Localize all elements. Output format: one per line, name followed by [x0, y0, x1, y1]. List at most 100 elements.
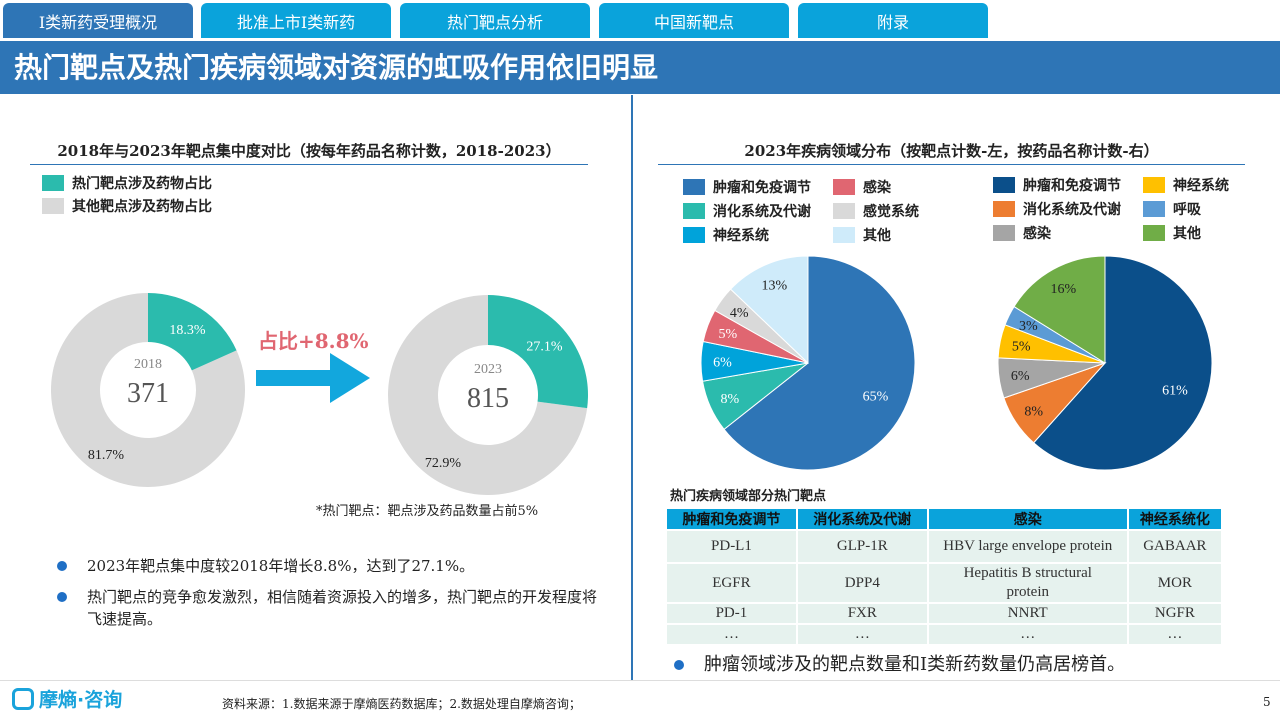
- pie-legend-item: 呼吸: [1143, 199, 1201, 219]
- left-subtitle: 2018年与2023年靶点集中度对比（按每年药品名称计数，2018-2023）: [30, 140, 588, 165]
- arrow-right-icon: [256, 353, 370, 403]
- donut-hot-label: 27.1%: [526, 340, 563, 355]
- legend-label: 其他靶点涉及药物占比: [72, 199, 212, 215]
- col-header: 神经系统化: [1126, 507, 1224, 531]
- col-header: 肿瘤和免疫调节: [665, 507, 798, 531]
- footer-line: [0, 680, 1280, 681]
- legend-swatch: [993, 225, 1015, 241]
- source-note: 资料来源：1.数据来源于摩熵医药数据库；2.数据处理自摩熵咨询；: [222, 697, 581, 711]
- cell: …: [665, 623, 798, 646]
- pie-legend-item: 神经系统: [683, 225, 769, 245]
- pie-legend-item: 消化系统及代谢: [993, 199, 1121, 219]
- tab-hot-targets[interactable]: 热门靶点分析: [400, 3, 590, 38]
- pie-label: 8%: [721, 392, 740, 407]
- donut-hot-segment: [148, 293, 237, 371]
- legend-swatch: [833, 179, 855, 195]
- arrow-label: 占比+8.8%: [258, 329, 369, 353]
- cell: GABAAR: [1126, 529, 1224, 564]
- pie-slice: [723, 255, 916, 471]
- legend-label: 其他: [863, 228, 891, 244]
- legend-swatch: [993, 201, 1015, 217]
- legend-swatch: [833, 227, 855, 243]
- pie-legend-item: 肿瘤和免疫调节: [993, 175, 1121, 195]
- bullet-right: 肿瘤领域涉及的靶点数量和I类新药数量仍高居榜首。: [672, 654, 1232, 676]
- pie-legend-item: 消化系统及代谢: [683, 201, 811, 221]
- donut-count: 815: [467, 383, 509, 414]
- donut-other-segment: [50, 293, 245, 487]
- bullet-1: 2023年靶点集中度较2018年增长8.8%，达到了27.1%。: [55, 555, 605, 577]
- table-row: EGFR DPP4 Hepatitis B structural protein MO…: [665, 562, 1224, 604]
- donut-other-label: 81.7%: [88, 448, 125, 463]
- page-title: 热门靶点及热门疾病领域对资源的虹吸作用依旧明显: [0, 41, 1280, 94]
- pie-label: 65%: [863, 390, 889, 405]
- cell: EGFR: [665, 562, 798, 604]
- col-header: 消化系统及代谢: [795, 507, 929, 531]
- cell: PD-1: [665, 602, 798, 625]
- col-header: 感染: [926, 507, 1129, 531]
- legend-swatch: [1143, 225, 1165, 241]
- legend-label: 肿瘤和免疫调节: [713, 180, 811, 196]
- pie-legend-item: 神经系统: [1143, 175, 1229, 195]
- legend-label: 感觉系统: [863, 204, 919, 220]
- cell: …: [1126, 623, 1224, 646]
- donut-other-segment: [387, 295, 588, 495]
- legend-label: 神经系统: [713, 228, 769, 244]
- legend-swatch: [42, 198, 64, 214]
- pie-label: 5%: [718, 327, 737, 342]
- tab-approved[interactable]: 批准上市I类新药: [201, 3, 391, 38]
- cell: FXR: [795, 602, 929, 625]
- cell: …: [795, 623, 929, 646]
- legend-label: 呼吸: [1173, 202, 1201, 218]
- cell: PD-L1: [665, 529, 798, 564]
- legend-swatch: [1143, 177, 1165, 193]
- logo: 摩熵·咨询: [12, 685, 122, 712]
- table-row: PD-1 FXR NNRT NGFR: [665, 602, 1224, 625]
- cell: Hepatitis B structural protein: [926, 562, 1129, 604]
- donut-count: 371: [127, 378, 169, 409]
- hot-targets-table: 肿瘤和免疫调节 消化系统及代谢 感染 神经系统化 PD-L1 GLP-1R HBV lar…: [665, 507, 1224, 646]
- pie-label: 13%: [761, 278, 787, 293]
- legend-label: 其他: [1173, 226, 1201, 242]
- tab-overview[interactable]: I类新药受理概况: [3, 3, 193, 38]
- pie-label: 3%: [1019, 319, 1038, 334]
- donut-hot-label: 18.3%: [169, 323, 206, 338]
- legend-hot: 热门靶点涉及药物占比: [42, 173, 212, 193]
- cell: DPP4: [795, 562, 929, 604]
- right-subtitle: 2023年疾病领域分布（按靶点计数-左，按药品名称计数-右）: [658, 140, 1245, 165]
- table-title: 热门疾病领域部分热门靶点: [670, 489, 827, 504]
- tab-appendix[interactable]: 附录: [798, 3, 988, 38]
- pie-legend-item: 感染: [833, 177, 891, 197]
- bullet-2: 热门靶点的竞争愈发激烈，相信随着资源投入的增多，热门靶点的开发程度将飞速提高。: [55, 586, 605, 630]
- pie-slice: [1013, 255, 1106, 364]
- page-number: 5: [1263, 695, 1271, 709]
- donut-year: 2023: [474, 362, 502, 377]
- legend-swatch: [683, 179, 705, 195]
- legend-label: 感染: [1023, 226, 1051, 242]
- pie-charts: 65% 8% 6% 5% 4% 13% 61% 8% 6% 5% 3% 16%: [700, 255, 1213, 471]
- pie-legend-item: 其他: [1143, 223, 1201, 243]
- pie-slice: [729, 255, 809, 365]
- cell: MOR: [1126, 562, 1224, 604]
- pie-label: 5%: [1012, 339, 1031, 354]
- legend-swatch: [993, 177, 1015, 193]
- pie-legend-item: 肿瘤和免疫调节: [683, 177, 811, 197]
- cell: GLP-1R: [795, 529, 929, 564]
- pie-legend-item: 其他: [833, 225, 891, 245]
- pie-legend-item: 感染: [993, 223, 1051, 243]
- legend-label: 肿瘤和免疫调节: [1023, 178, 1121, 194]
- table-row: PD-L1 GLP-1R HBV large envelope protein GAB…: [665, 529, 1224, 564]
- cell: HBV large envelope protein: [926, 529, 1129, 564]
- donut-hot-segment: [488, 295, 588, 409]
- legend-swatch: [683, 227, 705, 243]
- tab-china-targets[interactable]: 中国新靶点: [599, 3, 789, 38]
- legend-label: 消化系统及代谢: [1023, 202, 1121, 218]
- pie-slice: [1032, 255, 1213, 471]
- donut-other-label: 72.9%: [425, 456, 462, 471]
- table-row: …………: [665, 623, 1224, 646]
- pie-label: 4%: [730, 306, 749, 321]
- pie-label: 16%: [1051, 282, 1077, 297]
- cell: NGFR: [1126, 602, 1224, 625]
- legend-swatch: [833, 203, 855, 219]
- pie-label: 8%: [1024, 404, 1043, 419]
- pie-label: 6%: [713, 356, 732, 371]
